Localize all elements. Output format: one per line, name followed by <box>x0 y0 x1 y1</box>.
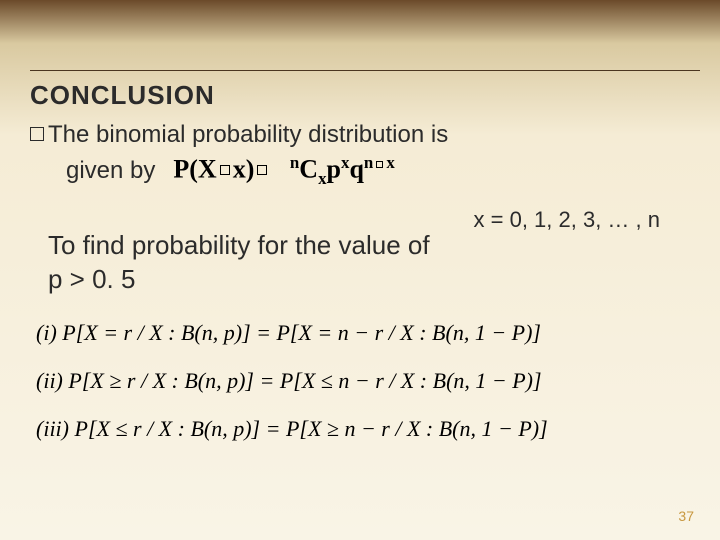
slide-title: CONCLUSION <box>30 80 690 111</box>
eq-body-1: P[X = r / X : B(n, p)] = P[X = n − r / X… <box>62 320 541 345</box>
equation-row: (i) P[X = r / X : B(n, p)] = P[X = n − r… <box>36 320 690 346</box>
eq-body-2: P[X ≥ r / X : B(n, p)] = P[X ≤ n − r / X… <box>68 368 541 393</box>
formula-q: q <box>349 155 363 184</box>
bullet-line-2-row: given by P(Xx) nCxpxqnx <box>30 153 690 189</box>
eq-roman-3: (iii) <box>36 416 69 441</box>
eq-roman-1: (i) <box>36 320 57 345</box>
main-formula: P(Xx) nCxpxqnx <box>173 153 394 189</box>
op-box-icon <box>376 161 383 168</box>
formula-x-sub: x <box>318 169 326 188</box>
formula-mid: x) <box>233 155 255 184</box>
eq-body-3: P[X ≤ r / X : B(n, p)] = P[X ≥ n − r / X… <box>75 416 548 441</box>
op-box-icon <box>257 165 267 175</box>
formula-C: C <box>299 155 318 184</box>
bullet-text-2: given by <box>66 157 155 185</box>
subheading-line-1: To find probability for the value of <box>48 230 430 260</box>
bullet-line-1: The binomial probability distribution is <box>30 121 690 149</box>
eq-roman-2: (ii) <box>36 368 63 393</box>
formula-q-sup: nx <box>364 153 395 172</box>
page-number: 37 <box>678 508 694 524</box>
formula-n-sup: n <box>290 153 299 172</box>
divider-line <box>30 70 700 71</box>
formula-p: p <box>327 155 341 184</box>
subheading-line-2: p > 0. 5 <box>48 264 135 294</box>
bullet-icon <box>30 127 44 141</box>
subheading: To find probability for the value of p >… <box>48 229 690 297</box>
equation-row: (iii) P[X ≤ r / X : B(n, p)] = P[X ≥ n −… <box>36 416 690 442</box>
bullet-text-1: The binomial probability distribution is <box>48 121 448 148</box>
formula-lhs: P(X <box>173 155 216 184</box>
slide-content: CONCLUSION The binomial probability dist… <box>0 0 720 484</box>
equation-row: (ii) P[X ≥ r / X : B(n, p)] = P[X ≤ n − … <box>36 368 690 394</box>
op-box-icon <box>220 165 230 175</box>
